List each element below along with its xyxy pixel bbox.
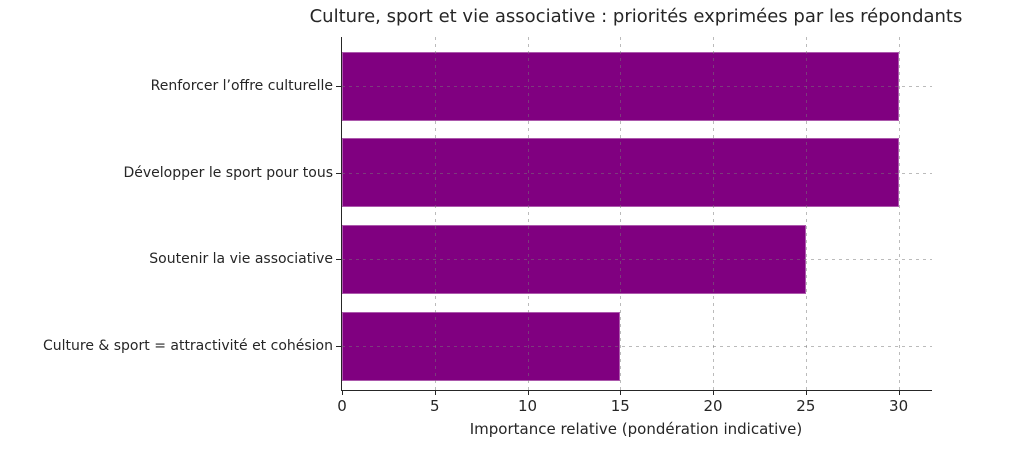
x-tick-mark [805,390,807,395]
x-tick-label: 10 [517,397,538,415]
x-tick-mark [620,390,622,395]
y-tick-label: Soutenir la vie associative [149,251,333,268]
x-tick-mark [898,390,900,395]
x-axis-label: Importance relative (pondération indicat… [469,420,803,438]
x-tick-label: 25 [796,397,816,415]
h-gridline [342,259,932,261]
x-tick-label: 20 [703,397,723,415]
y-tick-mark [336,259,341,261]
v-gridline [527,37,529,390]
v-gridline [434,37,436,390]
h-gridline [342,346,932,347]
v-gridline [620,37,622,390]
x-tick-mark [713,390,715,395]
x-tick-mark [342,390,343,395]
h-gridline [342,172,932,174]
x-tick-mark [434,390,436,395]
y-tick-label: Développer le sport pour tous [123,164,334,181]
chart-title: Culture, sport et vie associative : prio… [309,6,963,27]
y-tick-mark [336,172,341,174]
y-tick-mark [336,346,341,347]
v-gridline [898,37,900,390]
plot-area: 0 5 10 15 20 25 30 [336,37,932,415]
v-gridline [713,37,715,390]
y-tick-label: Culture & sport = attractivité et cohési… [42,338,333,354]
x-tick-label: 30 [889,397,909,415]
x-tick-label: 5 [429,397,440,415]
x-tick-mark [527,390,529,395]
v-gridline [805,37,807,390]
x-tick-label: 0 [337,397,347,415]
x-tick-label: 15 [610,397,630,415]
y-tick-mark [336,86,341,87]
h-gridline [342,86,932,87]
y-tick-label: Renforcer l’offre culturelle [150,78,333,94]
